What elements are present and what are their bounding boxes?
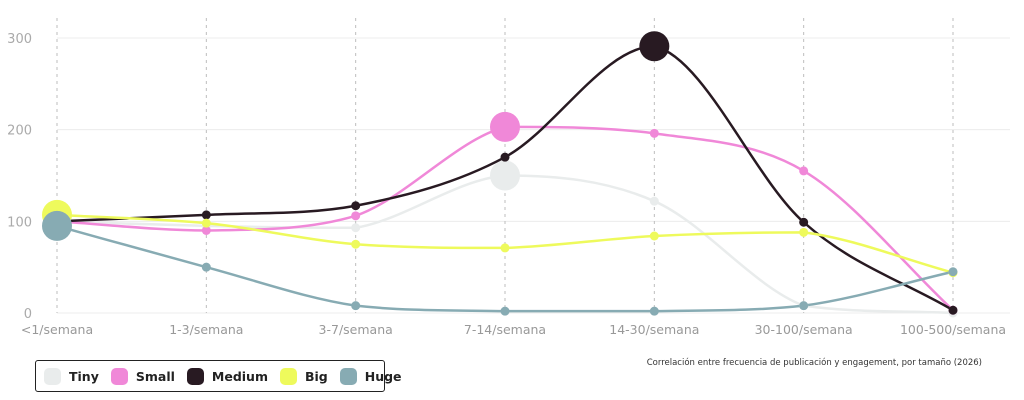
legend-item-huge[interactable]: Huge [339, 367, 402, 385]
point-small-4 [649, 128, 659, 138]
point-huge-3 [500, 306, 510, 316]
point-small-1 [201, 226, 211, 235]
point-tiny-3 [490, 160, 520, 191]
point-huge-2 [351, 301, 361, 311]
point-medium-4 [639, 31, 670, 62]
legend-item-big[interactable]: Big [279, 367, 328, 385]
legend-label-big: Big [304, 368, 328, 384]
point-small-3 [490, 111, 520, 142]
point-big-4 [649, 231, 659, 241]
legend-swatch-huge [339, 367, 357, 385]
x-tick-label-6: 100-500/semana [900, 322, 1006, 337]
y-tick-label-200: 200 [7, 124, 32, 139]
point-big-5 [799, 227, 809, 237]
x-tick-label-0: <1/semana [21, 322, 93, 337]
chart-caption: Correlación entre frecuencia de publicac… [646, 358, 982, 368]
legend-swatch-tiny [44, 367, 61, 385]
point-small-2 [351, 211, 361, 221]
point-medium-1 [201, 210, 211, 220]
point-medium-2 [351, 201, 361, 211]
point-huge-4 [649, 306, 659, 316]
legend-item-tiny[interactable]: Tiny [44, 367, 99, 385]
point-big-3 [500, 243, 510, 253]
legend-swatch-small [110, 367, 128, 385]
x-tick-label-4: 14-30/semana [609, 322, 699, 337]
point-small-5 [799, 166, 809, 176]
point-huge-1 [201, 262, 211, 272]
legend-item-medium[interactable]: Medium [186, 367, 268, 385]
line-chart: 0 100 200 300 <1/semana 1-3/semana 3-7/semana 7… [7, 18, 1010, 337]
legend: Tiny Small Medium Big Huge [35, 360, 402, 392]
point-big-2 [351, 239, 361, 249]
point-huge-6 [948, 267, 958, 277]
y-tick-label-0: 0 [24, 307, 32, 322]
legend-label-tiny: Tiny [69, 368, 99, 384]
legend-label-small: Small [135, 368, 175, 384]
point-tiny-4 [649, 196, 659, 206]
x-tick-label-1: 1-3/semana [169, 322, 243, 337]
point-medium-5 [799, 217, 809, 227]
x-tick-label-3: 7-14/semana [464, 322, 546, 337]
legend-swatch-big [279, 367, 297, 385]
y-tick-label-100: 100 [7, 215, 32, 230]
x-tick-label-5: 30-100/semana [755, 322, 853, 337]
legend-swatch-medium [186, 367, 204, 385]
legend-label-medium: Medium [211, 368, 268, 384]
point-medium-6 [948, 305, 958, 315]
point-medium-3 [500, 152, 510, 162]
x-tick-label-2: 3-7/semana [319, 322, 393, 337]
point-huge-5 [799, 301, 809, 311]
legend-label-huge: Huge [364, 368, 402, 384]
point-big-1 [201, 218, 211, 228]
y-tick-label-300: 300 [7, 32, 32, 47]
point-huge-0 [42, 210, 72, 241]
legend-item-small[interactable]: Small [110, 367, 175, 385]
point-tiny-2 [351, 223, 361, 233]
